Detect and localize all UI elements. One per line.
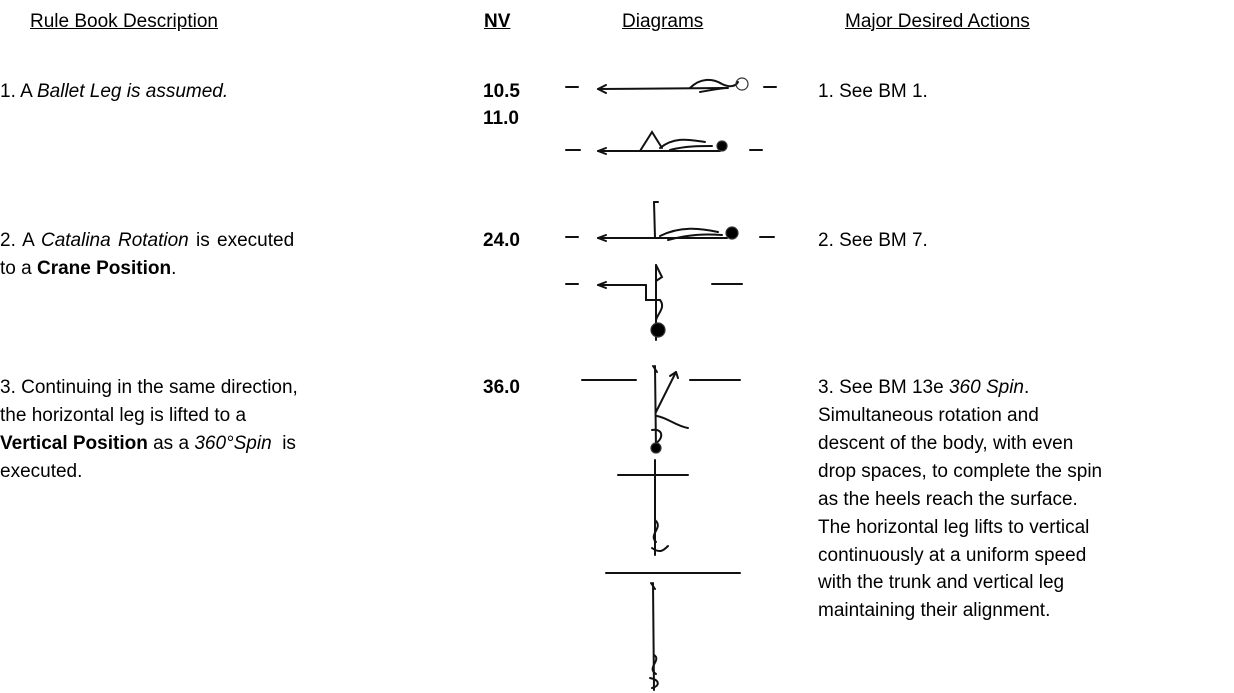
text: is executed [188,230,295,251]
action-line: 2. See BM 7. [818,230,928,251]
diagram-crane [565,264,743,341]
diagram-catalina [565,201,775,242]
description-line: 1. A Ballet Leg is assumed. [0,81,228,103]
text: 2. A [0,230,41,251]
text: . [1023,377,1030,398]
text: . [171,258,177,279]
text: is [271,433,296,454]
text: Crane Position [36,258,172,279]
column-header: Diagrams [622,11,704,32]
text: Catalina Rotation [40,230,189,251]
action-line: descent of the body, with even [818,433,1074,454]
description-line: 3. Continuing in the same direction, [0,377,298,398]
action-line: 3. See BM 13e 360 Spin. [818,377,1029,399]
nv: 10.5 [483,81,520,102]
action-line: 1. See BM 1. [818,81,928,102]
action-line: continuously at a uniform speed [818,545,1087,566]
diagram-spin-start [581,365,741,454]
description-line: executed. [0,461,83,482]
text: Vertical Position [0,433,148,454]
text: 360°Spin [194,433,272,454]
diagram-spin-end [605,572,741,691]
description-line: to a Crane Position. [0,258,176,280]
action-line: The horizontal leg lifts to vertical [818,517,1090,538]
diagram-ballet-leg-bent [565,130,763,155]
action-line: drop spaces, to complete the spin [818,461,1103,482]
description-line: 2. A Catalina Rotation is executed [0,230,294,252]
nv: 36.0 [483,377,520,398]
diagram-ballet-leg [565,77,777,94]
action-line: maintaining their alignment. [818,600,1051,621]
description-line: the horizontal leg is lifted to a [0,405,247,426]
action-line: as the heels reach the surface. [818,489,1078,510]
text: 3. See BM 13e [818,377,949,398]
diagram-spin-middle [617,459,689,556]
text: 1. A [0,81,37,102]
nv: 11.0 [483,108,519,129]
column-header: Major Desired Actions [845,11,1030,32]
action-line: with the trunk and vertical leg [818,572,1065,593]
column-header: NV [484,11,511,32]
nv: 24.0 [483,230,520,251]
description-line: Vertical Position as a 360°Spin is [0,433,296,455]
text: Ballet Leg is assumed. [36,81,229,102]
column-header: Rule Book Description [30,11,218,32]
text: as a [147,433,195,454]
text: to a [0,258,37,279]
text: 360 Spin [948,377,1024,398]
action-line: Simultaneous rotation and [818,405,1039,426]
